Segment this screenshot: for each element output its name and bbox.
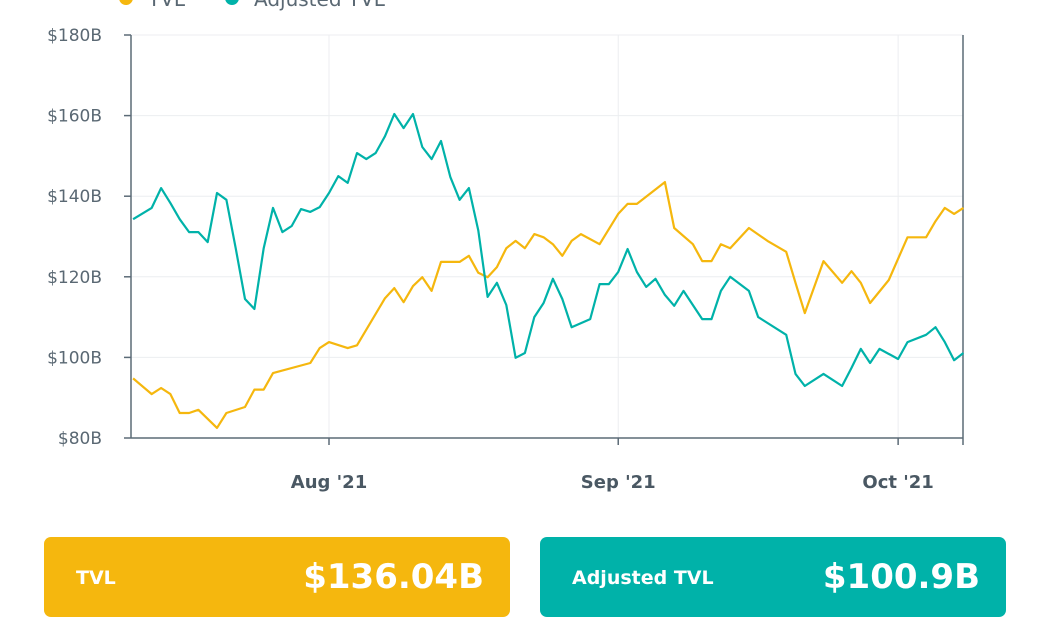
adjusted-tvl-summary-card: Adjusted TVL $100.9B [540, 537, 1006, 617]
axes: $80B $100B $120B $140B $160B $180B Aug '21 Sep … [47, 26, 964, 493]
legend-item-adjusted-tvl[interactable]: Adjusted TVL [225, 0, 386, 11]
tvl-line-chart: TVL Adjusted TVL $80B $100B $120B $140B $160… [47, 0, 965, 493]
legend-label-tvl: TVL [147, 0, 186, 11]
x-tick-label: Aug '21 [291, 472, 367, 493]
adjusted-tvl-card-label: Adjusted TVL [572, 567, 714, 589]
legend-item-tvl[interactable]: TVL [119, 0, 186, 11]
adjusted-tvl-card-value: $100.9B [822, 557, 980, 597]
y-tick-label: $160B [47, 107, 102, 127]
tvl-summary-card: TVL $136.04B [44, 537, 510, 617]
legend-label-adjusted-tvl: Adjusted TVL [254, 0, 386, 11]
y-tick-label: $80B [58, 429, 102, 449]
legend-marker-adjusted-tvl [225, 0, 239, 5]
x-tick-label: Sep '21 [581, 472, 656, 493]
y-tick-label: $100B [47, 348, 102, 368]
tvl-card-value: $136.04B [303, 557, 484, 597]
series-lines [132, 112, 965, 429]
legend-marker-tvl [119, 0, 133, 5]
y-tick-label: $180B [47, 26, 102, 46]
y-tick-label: $140B [47, 187, 102, 207]
grid [131, 34, 963, 438]
tvl-card-label: TVL [76, 567, 116, 589]
x-tick-label: Oct '21 [862, 472, 933, 493]
legend: TVL Adjusted TVL [119, 0, 386, 11]
adjusted-tvl-series-line [132, 112, 965, 388]
tvl-series-line [132, 181, 964, 429]
y-tick-label: $120B [47, 268, 102, 288]
